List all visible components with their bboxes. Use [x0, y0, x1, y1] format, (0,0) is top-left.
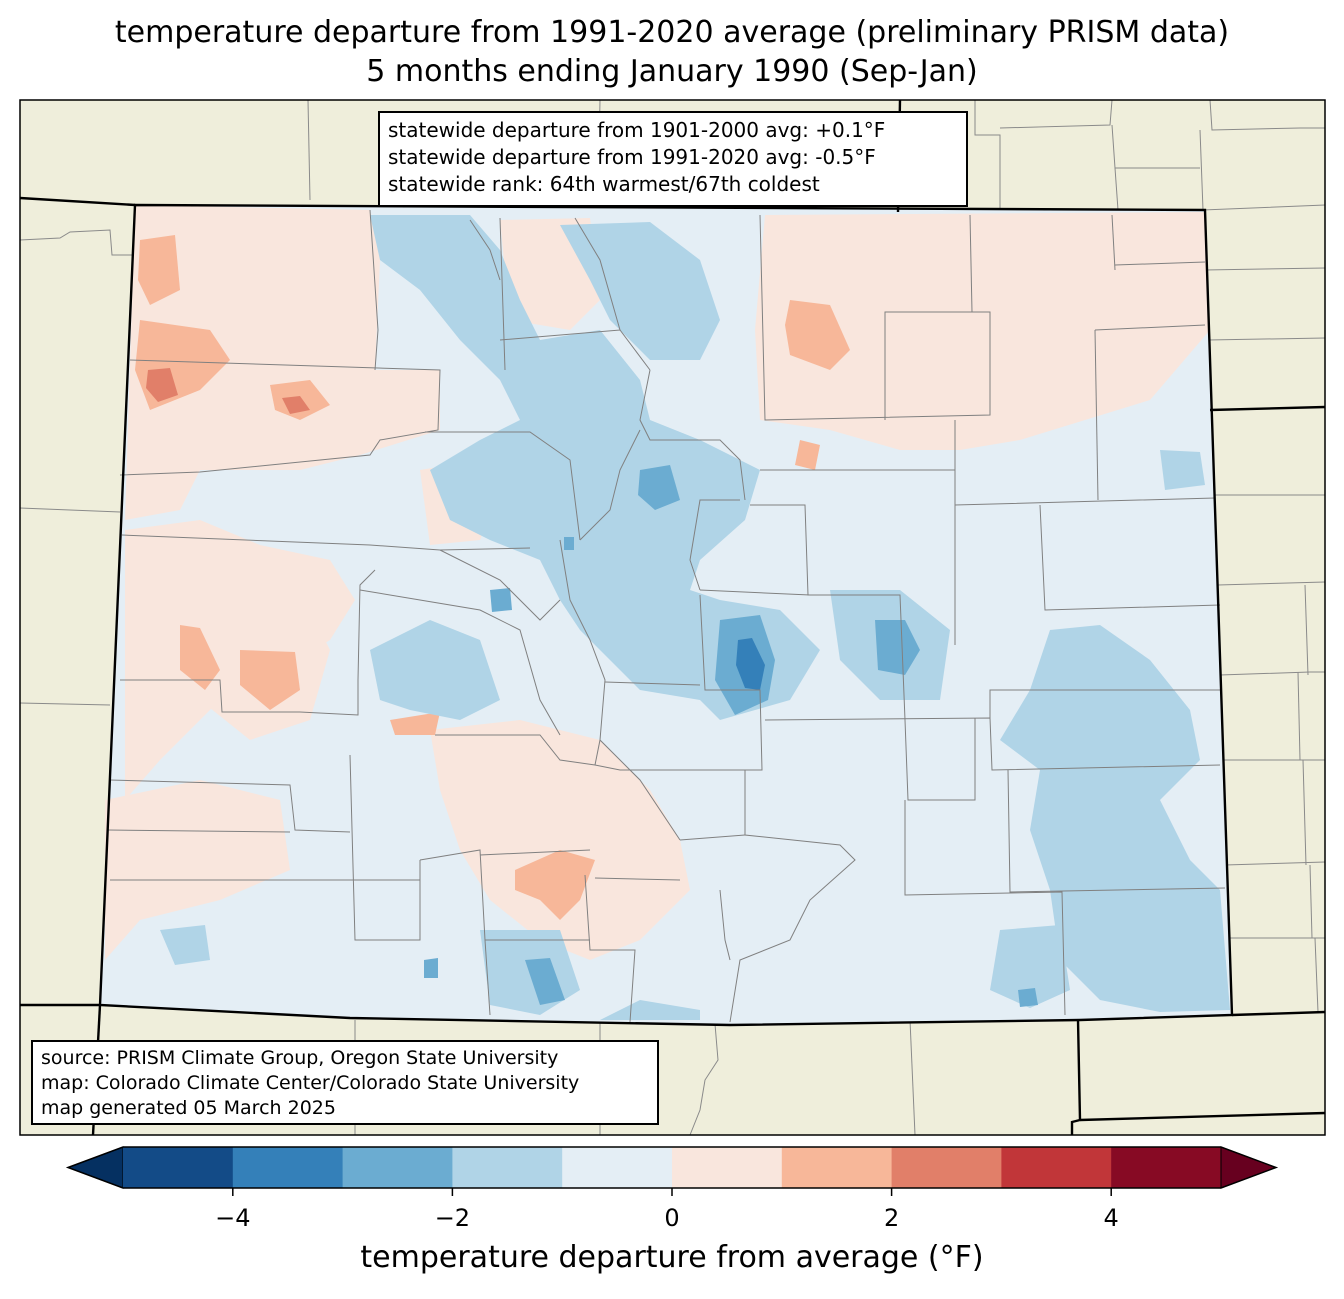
colorbar-bin-8	[1001, 1147, 1112, 1188]
credits-generated: map generated 05 March 2025	[41, 1097, 336, 1119]
colorbar-bin-2	[342, 1147, 453, 1188]
colorbar-bin-4	[562, 1147, 673, 1188]
map-frame	[19, 99, 1326, 1136]
warm-regions-strong	[146, 368, 310, 414]
colorado-boundary	[98, 203, 1234, 1027]
colorbar-outline	[65, 1146, 1279, 1189]
stats-line-1991-2020: statewide departure from 1991-2020 avg: …	[388, 145, 876, 169]
colorbar-bin-7	[891, 1147, 1002, 1188]
colorbar-tick-label-0: −4	[215, 1204, 251, 1232]
statewide-stats-box: statewide departure from 1901-2000 avg: …	[378, 111, 968, 207]
map-title-line1: temperature departure from 1991-2020 ave…	[114, 15, 1230, 50]
colorbar-over-arrow	[1220, 1146, 1278, 1189]
colorbar-tick-label-3: 2	[883, 1204, 900, 1232]
stats-line-rank: statewide rank: 64th warmest/67th coldes…	[388, 172, 820, 196]
credits-source: source: PRISM Climate Group, Oregon Stat…	[41, 1047, 559, 1069]
colorbar-bin-1	[232, 1147, 344, 1188]
colorbar-bin-6	[781, 1147, 893, 1188]
colorbar	[65, 1146, 1279, 1196]
colorbar-tick-label-1: −2	[434, 1204, 471, 1232]
colorbar-bin-0	[123, 1147, 234, 1188]
colorbar-tick-label-4: 4	[1103, 1204, 1119, 1232]
colorbar-tick-label-2: 0	[664, 1204, 680, 1232]
warm-regions-medium	[135, 235, 850, 920]
stats-line-1901-2000: statewide departure from 1901-2000 avg: …	[388, 118, 886, 142]
credits-map: map: Colorado Climate Center/Colorado St…	[41, 1072, 580, 1094]
colorbar-bin-3	[452, 1147, 563, 1188]
colorbar-bin-9	[1111, 1147, 1222, 1188]
neighbor-county-lines	[19, 99, 1326, 1136]
colorbar-under-arrow	[66, 1146, 124, 1189]
credits-box: source: PRISM Climate Group, Oregon Stat…	[31, 1040, 659, 1125]
cool-regions-strong	[736, 638, 765, 690]
map-title-line2: 5 months ending January 1990 (Sep-Jan)	[366, 54, 978, 89]
colorbar-label: temperature departure from average (°F)	[360, 1240, 984, 1275]
colorbar-bin-5	[672, 1147, 783, 1188]
colorado-county-lines	[107, 209, 1226, 1023]
